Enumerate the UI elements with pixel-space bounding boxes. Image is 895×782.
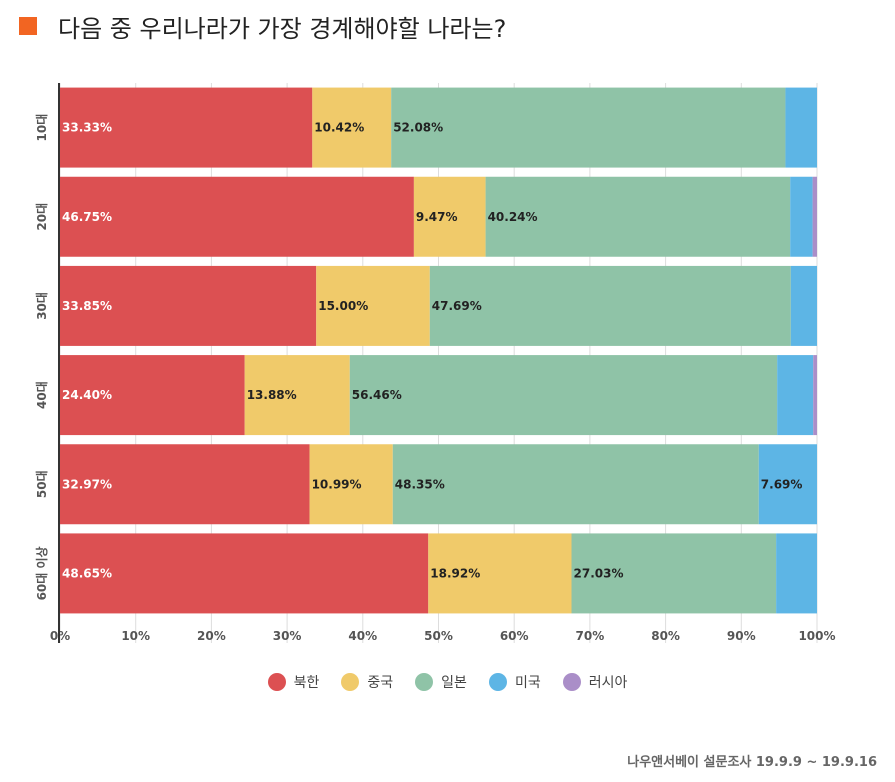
data-label: 52.08% xyxy=(393,121,443,135)
x-tick-label: 70% xyxy=(576,629,605,643)
legend-label: 북한 xyxy=(293,675,320,691)
data-label: 40.24% xyxy=(488,210,538,224)
legend-swatch xyxy=(267,673,286,691)
legend-item[interactable]: 중국 xyxy=(341,672,393,692)
title-marker xyxy=(19,17,37,35)
bar-segment xyxy=(813,355,817,436)
page-title: 다음 중 우리나라가 가장 경계해야할 나라는? xyxy=(58,15,507,43)
legend-item[interactable]: 미국 xyxy=(488,672,541,692)
bar-segment xyxy=(758,444,817,525)
bar-segment xyxy=(60,444,310,525)
bar-segment xyxy=(60,533,429,614)
x-tick-label: 100% xyxy=(798,629,835,643)
bar-segment xyxy=(309,444,393,525)
x-tick-label: 30% xyxy=(273,629,302,643)
bar-segment xyxy=(391,87,786,168)
bar-segment xyxy=(60,265,317,346)
legend-item[interactable]: 러시아 xyxy=(562,672,628,692)
data-label: 27.03% xyxy=(574,566,624,580)
x-tick-label: 80% xyxy=(651,629,680,643)
data-label: 33.85% xyxy=(62,299,112,313)
y-category-label: 50대 xyxy=(35,470,49,498)
data-label: 46.75% xyxy=(62,210,112,224)
data-label: 48.35% xyxy=(395,477,445,491)
legend-swatch xyxy=(415,673,434,691)
y-category-label: 10대 xyxy=(35,114,49,142)
y-category-label: 20대 xyxy=(35,203,49,231)
legend-swatch xyxy=(341,673,360,691)
data-label: 32.97% xyxy=(62,477,112,491)
legend-item[interactable]: 일본 xyxy=(415,672,467,692)
x-tick-label: 40% xyxy=(348,629,377,643)
bar-segment xyxy=(312,87,392,168)
data-label: 13.88% xyxy=(247,388,297,402)
y-category-label: 40대 xyxy=(35,381,49,409)
bar-segment xyxy=(429,265,791,346)
x-tick-label: 10% xyxy=(121,629,150,643)
bar-segment xyxy=(392,444,759,525)
x-tick-label: 90% xyxy=(727,629,756,643)
data-label: 24.40% xyxy=(62,388,112,402)
data-label: 56.46% xyxy=(352,388,402,402)
data-label: 9.47% xyxy=(416,210,458,224)
data-label: 15.00% xyxy=(318,299,368,313)
bar-segment xyxy=(60,355,245,436)
y-category-label: 30대 xyxy=(35,292,49,320)
legend-item[interactable]: 북한 xyxy=(267,672,320,692)
bar-segment xyxy=(812,176,817,257)
bar-segment xyxy=(60,87,313,168)
data-label: 18.92% xyxy=(430,566,480,580)
data-label: 10.99% xyxy=(312,477,362,491)
legend-label: 미국 xyxy=(514,675,541,691)
bar-segment xyxy=(349,355,778,436)
bar-segment xyxy=(777,355,814,436)
bar-segment xyxy=(785,87,817,168)
bar-segment xyxy=(413,176,486,257)
data-label: 7.69% xyxy=(761,477,803,491)
chart-legend: 북한 중국 일본 미국 러시아 xyxy=(0,672,895,692)
stacked-bar-chart: 0%10%20%30%40%50%60%70%80%90%100%33.33%1… xyxy=(34,83,836,643)
bar-segment xyxy=(485,176,791,257)
legend-swatch xyxy=(488,673,507,691)
bar-segment xyxy=(790,265,817,346)
legend-label: 일본 xyxy=(441,675,467,691)
bar-segment xyxy=(428,533,572,614)
bar-segment xyxy=(316,265,430,346)
data-label: 10.42% xyxy=(314,121,364,135)
legend-label: 러시아 xyxy=(588,675,628,691)
y-category-label: 60대 이상 xyxy=(34,546,49,600)
x-tick-label: 60% xyxy=(500,629,529,643)
x-tick-label: 20% xyxy=(197,629,226,643)
data-label: 48.65% xyxy=(62,566,112,580)
bar-segment xyxy=(790,176,813,257)
data-label: 47.69% xyxy=(432,299,482,313)
legend-label: 중국 xyxy=(367,675,394,691)
source-note: 나우앤서베이 설문조사 19.9.9 ~ 19.9.16 xyxy=(627,755,877,770)
bar-segment xyxy=(571,533,777,614)
bar-segment xyxy=(60,176,414,257)
bar-segment xyxy=(776,533,817,614)
bar-segment xyxy=(244,355,350,436)
data-label: 33.33% xyxy=(62,121,112,135)
legend-swatch xyxy=(562,673,581,691)
x-tick-label: 50% xyxy=(424,629,453,643)
